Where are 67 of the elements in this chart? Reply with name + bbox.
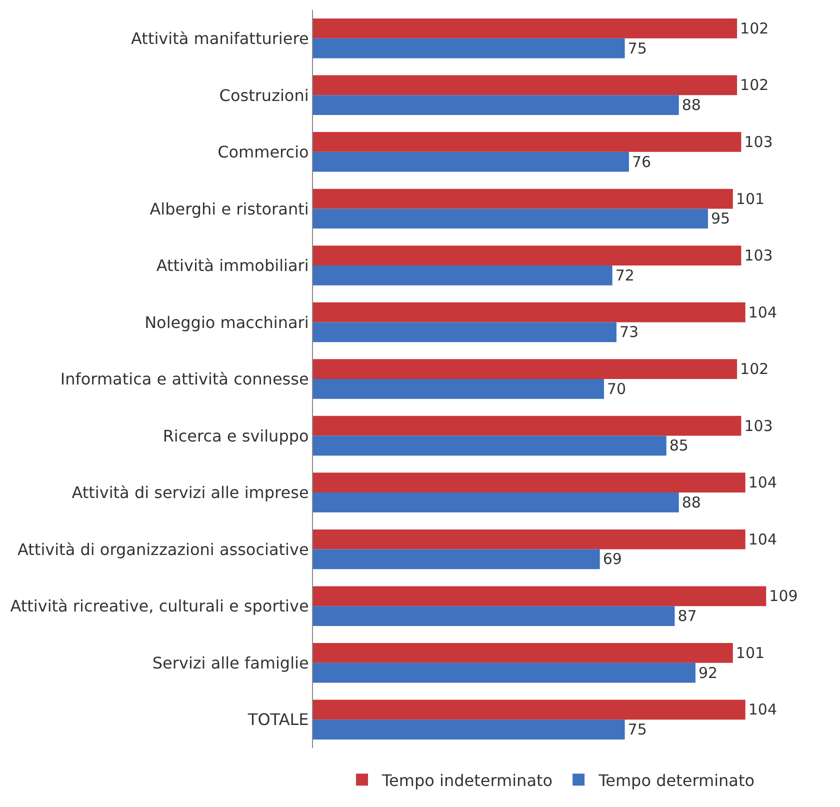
bar [313, 38, 625, 58]
data-label: 85 [669, 436, 688, 455]
data-label: 95 [710, 210, 730, 228]
bar [313, 188, 733, 209]
bar [313, 662, 696, 683]
data-label: 103 [744, 246, 773, 265]
y-tick-label: Ricerca e sviluppo [162, 426, 309, 446]
bar [313, 152, 629, 172]
bar [313, 416, 742, 436]
bar [313, 472, 746, 493]
bar [313, 436, 666, 456]
bar [313, 75, 738, 96]
bar [313, 246, 742, 266]
y-tick-label: Commercio [218, 142, 309, 162]
bar [313, 95, 679, 116]
bar [313, 586, 766, 606]
y-tick-label: Attività ricreative, culturali e sportive [10, 596, 309, 616]
bar [313, 529, 746, 550]
data-label: 75 [628, 39, 647, 58]
bar [313, 492, 679, 512]
data-label: 87 [678, 607, 697, 626]
data-label: 104 [748, 530, 777, 548]
data-label: 104 [748, 303, 777, 322]
data-label: 103 [744, 416, 773, 435]
data-label: 69 [602, 550, 622, 568]
bar [313, 606, 675, 626]
bar [313, 322, 616, 342]
y-tick-label: TOTALE [246, 710, 309, 730]
data-label: 76 [632, 152, 652, 171]
data-label: 92 [698, 664, 718, 682]
data-label: 88 [682, 96, 701, 114]
data-label: 109 [769, 587, 798, 606]
bar [313, 18, 738, 38]
y-tick-label: Attività di servizi alle imprese [72, 483, 309, 502]
bar [313, 208, 708, 229]
bar [313, 700, 746, 720]
data-label: 102 [740, 76, 769, 94]
y-tick-label: Attività manifatturiere [131, 28, 309, 48]
bar [313, 720, 625, 740]
y-tick-label: Servizi alle famiglie [152, 653, 309, 672]
data-label: 101 [736, 190, 765, 208]
y-tick-label: Costruzioni [219, 86, 309, 105]
data-label: 103 [744, 132, 773, 151]
data-label: 72 [615, 266, 634, 284]
y-tick-label: Attività di organizzazioni associative [17, 540, 309, 559]
y-tick-label: Attività immobiliari [156, 256, 309, 276]
y-tick-label: Informatica e attività connesse [60, 370, 309, 389]
bar [313, 302, 746, 322]
data-label: 88 [682, 493, 701, 512]
bar [313, 359, 738, 379]
bar [313, 379, 604, 399]
data-label: 104 [748, 474, 777, 492]
data-label: 101 [736, 644, 765, 662]
data-label: 70 [607, 380, 626, 398]
legend-label: Tempo determinato [598, 770, 755, 790]
data-label: 102 [740, 360, 769, 378]
data-label: 73 [619, 323, 639, 342]
y-tick-label: Alberghi e ristoranti [150, 199, 309, 218]
legend-label: Tempo indeterminato [381, 770, 553, 790]
bar [313, 642, 733, 663]
data-label: 104 [748, 700, 777, 719]
bar [313, 132, 742, 152]
bar [313, 549, 600, 570]
data-label: 75 [628, 720, 647, 739]
data-label: 102 [740, 19, 769, 38]
y-tick-label: Noleggio macchinari [144, 312, 309, 332]
bar [313, 265, 612, 286]
